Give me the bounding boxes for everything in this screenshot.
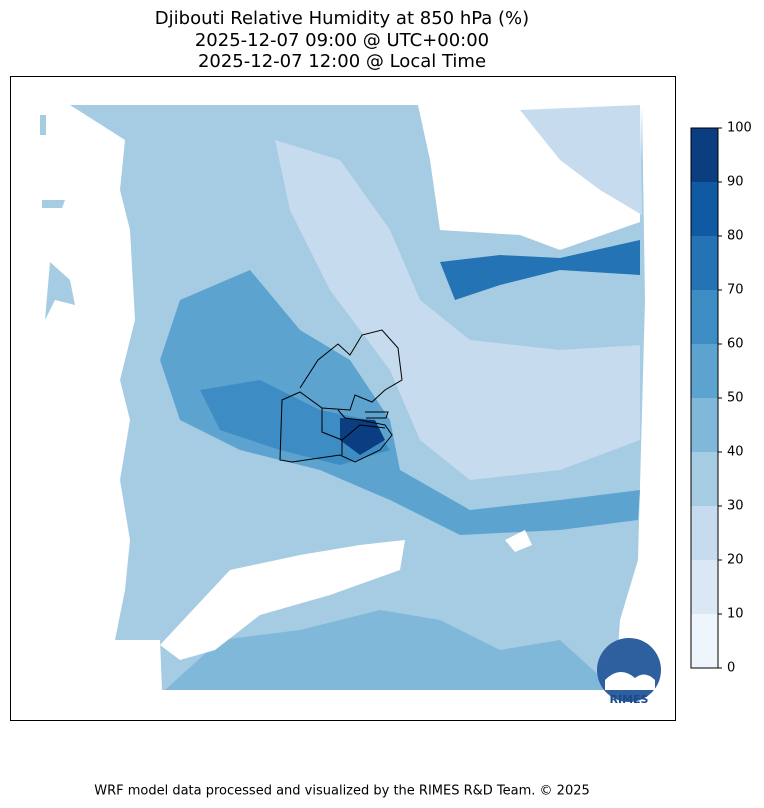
humidity-moist: [160, 270, 640, 535]
colorbar-bin: [691, 560, 718, 614]
footer: WRF model data processed and visualized …: [94, 784, 590, 799]
humidity-core: [340, 418, 385, 455]
logo-wave: [605, 671, 655, 690]
title-line: 2025-12-07 09:00 @ UTC+00:00: [195, 30, 489, 51]
colorbar-tick-label: 80: [727, 229, 744, 244]
colorbar-tick-label: 40: [727, 445, 744, 460]
colorbar-bin: [691, 344, 718, 398]
colorbar-bin: [691, 614, 718, 668]
colorbar-bin: [691, 506, 718, 560]
colorbar-tick-label: 50: [727, 391, 744, 406]
logo-text: RIMES: [610, 693, 649, 706]
djibouti-borders: [279, 329, 403, 463]
map: RIMES: [10, 76, 676, 721]
colorbar-tick-label: 100: [727, 121, 752, 136]
humidity-dry: [275, 140, 640, 480]
colorbar-tick-label: 10: [727, 607, 744, 622]
colorbar-tick-label: 60: [727, 337, 744, 352]
humidity-south: [165, 610, 615, 690]
colorbar: 0 10 20 30 40 50 60 70 80 90 100: [690, 121, 752, 676]
missing-region: [160, 540, 405, 660]
missing-region: [505, 530, 532, 552]
colorbar-bin: [691, 452, 718, 506]
colorbar-tick-label: 90: [727, 175, 744, 190]
colorbar-bin: [691, 236, 718, 290]
humidity-band: [440, 240, 640, 300]
colorbar-bin: [691, 128, 718, 182]
colorbar-bin: [691, 398, 718, 452]
colorbar-bin: [691, 182, 718, 236]
colorbar-tick-label: 20: [727, 553, 744, 568]
colorbar-tick-label: 70: [727, 283, 744, 298]
humidity-ne: [520, 105, 642, 215]
colorbar-tick-label: 0: [727, 661, 735, 676]
colorbar-bin: [691, 290, 718, 344]
colorbar-tick-label: 30: [727, 499, 744, 514]
title-line: Djibouti Relative Humidity at 850 hPa (%…: [155, 8, 529, 29]
humidity-fragments: [40, 115, 75, 320]
title-line: 2025-12-07 12:00 @ Local Time: [198, 51, 486, 72]
